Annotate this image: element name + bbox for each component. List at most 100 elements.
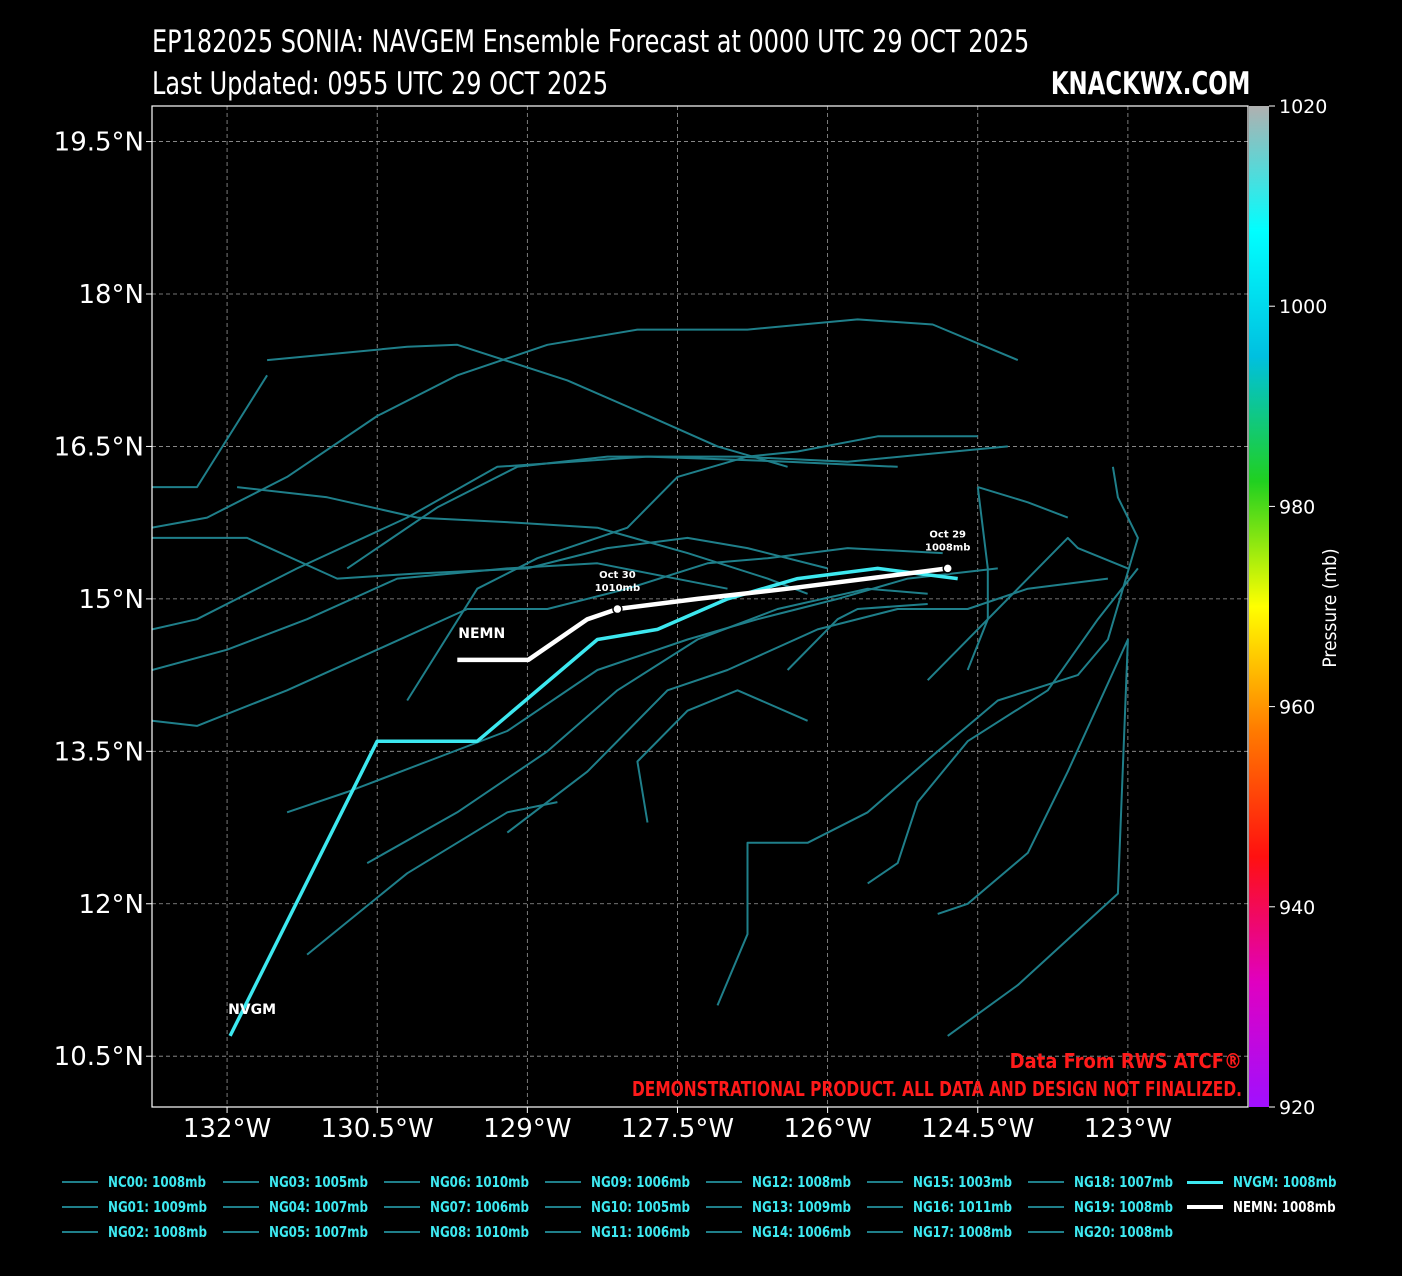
- ensemble-track: [152, 547, 943, 727]
- legend-item: NG02: 1008mb: [62, 1220, 221, 1244]
- credits-source: Data From RWS ATCF®: [1010, 1049, 1242, 1073]
- legend-item-label: NG13: 1009mb: [752, 1198, 852, 1216]
- legend-item: NG18: 1007mb: [1028, 1170, 1187, 1194]
- lat-tick-label: 10.5°N: [54, 1042, 144, 1072]
- legend-line-swatch: [384, 1231, 420, 1233]
- legend-line-swatch: [867, 1206, 903, 1208]
- legend-line-swatch: [706, 1231, 742, 1233]
- lon-tick-label: 132°W: [183, 1114, 271, 1144]
- legend-line-swatch: [223, 1231, 259, 1233]
- map-frame: [151, 105, 1249, 1108]
- legend-line-swatch: [545, 1206, 581, 1208]
- legend-item-label: NG07: 1006mb: [430, 1198, 530, 1216]
- lon-tick-label: 124.5°W: [921, 1114, 1034, 1144]
- legend: NC00: 1008mb NG01: 1009mb NG02: 1008mb NG03…: [62, 1170, 1352, 1250]
- colorbar-ticks: 920 940 960 980 1000 1020: [1269, 96, 1327, 1119]
- legend-item: NG05: 1007mb: [223, 1220, 382, 1244]
- legend-item-label: NG16: 1011mb: [913, 1198, 1013, 1216]
- legend-line-swatch: [867, 1231, 903, 1233]
- legend-line-swatch: [706, 1181, 742, 1183]
- ensemble-track: [346, 445, 1008, 570]
- colorbar-tick-label: 1020: [1279, 96, 1327, 118]
- legend-item-label: NVGM: 1008mb: [1233, 1173, 1337, 1191]
- legend-line-swatch: [223, 1181, 259, 1183]
- main-tracks: Oct 30 1010mb Oct 29 1008mb NVGM NEMN: [228, 529, 970, 1037]
- ensemble-track: [152, 318, 1019, 529]
- nemn-point-marker: [942, 563, 953, 574]
- last-updated-text: Last Updated: 0955 UTC 29 OCT 2025: [152, 66, 609, 102]
- ensemble-track: [937, 638, 1129, 1037]
- ensemble-track: [716, 466, 1139, 1006]
- ensemble-track: [366, 587, 928, 864]
- nvgm-track: [228, 566, 958, 1037]
- legend-item: NG06: 1010mb: [384, 1170, 543, 1194]
- lon-tick-label: 123°W: [1084, 1114, 1172, 1144]
- ensemble-track: [152, 374, 268, 489]
- lat-tick-label: 19.5°N: [54, 128, 144, 158]
- legend-item: NG09: 1006mb: [545, 1170, 704, 1194]
- axis-ticks: 132°W 130.5°W 129°W 127.5°W 126°W 124.5°W 123°…: [54, 128, 1172, 1144]
- legend-item: NG04: 1007mb: [223, 1195, 382, 1219]
- ensemble-track: [926, 536, 1129, 681]
- legend-item-label: NG19: 1008mb: [1074, 1198, 1174, 1216]
- colorbar-tick-label: 960: [1279, 697, 1315, 719]
- legend-item: NG12: 1008mb: [706, 1170, 865, 1194]
- legend-line-swatch: [62, 1206, 98, 1208]
- legend-item-label: NG06: 1010mb: [430, 1173, 530, 1191]
- ensemble-track: [636, 689, 808, 823]
- legend-line-swatch: [1028, 1206, 1064, 1208]
- nvgm-track-label: NVGM: [228, 1002, 276, 1018]
- legend-item-label: NG12: 1008mb: [752, 1173, 852, 1191]
- legend-item: NG13: 1009mb: [706, 1195, 865, 1219]
- ensemble-track: [152, 455, 898, 631]
- legend-item: NC00: 1008mb: [62, 1170, 219, 1194]
- ensemble-tracks: [152, 318, 1139, 1037]
- legend-item-label: NG05: 1007mb: [269, 1223, 369, 1241]
- ensemble-track: [152, 562, 728, 671]
- ensemble-track: [152, 536, 828, 580]
- ensemble-track: [506, 577, 1109, 834]
- lat-tick-label: 13.5°N: [54, 737, 144, 767]
- legend-line-swatch: [545, 1181, 581, 1183]
- legend-item: NG17: 1008mb: [867, 1220, 1026, 1244]
- colorbar-tick-label: 920: [1279, 1097, 1315, 1119]
- legend-line-swatch: [223, 1206, 259, 1208]
- lat-tick-label: 18°N: [78, 280, 144, 310]
- legend-item: NG19: 1008mb: [1028, 1195, 1187, 1219]
- legend-line-swatch: [867, 1181, 903, 1183]
- legend-item: NG08: 1010mb: [384, 1220, 543, 1244]
- legend-line-swatch: [62, 1181, 98, 1183]
- legend-item-label: NG03: 1005mb: [269, 1173, 369, 1191]
- nemn-point-pressure: 1008mb: [925, 542, 970, 553]
- credits-disclaimer: DEMONSTRATIONAL PRODUCT. ALL DATA AND DE…: [632, 1077, 1242, 1101]
- legend-item: NEMN: 1008mb: [1187, 1195, 1350, 1219]
- lon-tick-label: 127.5°W: [621, 1114, 734, 1144]
- legend-item-label: NG17: 1008mb: [913, 1223, 1013, 1241]
- ensemble-track: [267, 343, 788, 468]
- lat-tick-label: 16.5°N: [54, 432, 144, 462]
- legend-line-swatch: [384, 1181, 420, 1183]
- colorbar-tick-label: 980: [1279, 496, 1315, 518]
- legend-item-label: NG01: 1009mb: [108, 1198, 208, 1216]
- legend-line-swatch: [545, 1231, 581, 1233]
- ensemble-track: [867, 567, 1139, 885]
- legend-line-swatch: [1028, 1181, 1064, 1183]
- brand-logo-text: KNACKWX.COM: [1050, 66, 1250, 102]
- legend-item: NVGM: 1008mb: [1187, 1170, 1351, 1194]
- ensemble-track: [786, 603, 928, 671]
- colorbar-tick-label: 1000: [1279, 296, 1327, 318]
- legend-item-label: NC00: 1008mb: [108, 1173, 206, 1191]
- lat-tick-label: 15°N: [78, 585, 144, 615]
- legend-item-label: NEMN: 1008mb: [1233, 1198, 1336, 1216]
- legend-item-label: NG10: 1005mb: [591, 1198, 691, 1216]
- lon-tick-label: 130.5°W: [321, 1114, 434, 1144]
- legend-item: NG14: 1006mb: [706, 1220, 865, 1244]
- legend-line-swatch: [1187, 1180, 1223, 1184]
- nemn-point-date: Oct 30: [599, 570, 636, 581]
- legend-item: NG20: 1008mb: [1028, 1220, 1187, 1244]
- legend-item: NG01: 1009mb: [62, 1195, 221, 1219]
- legend-item-label: NG18: 1007mb: [1074, 1173, 1174, 1191]
- nemn-point-date: Oct 29: [929, 529, 966, 540]
- nemn-track-label: NEMN: [458, 626, 505, 642]
